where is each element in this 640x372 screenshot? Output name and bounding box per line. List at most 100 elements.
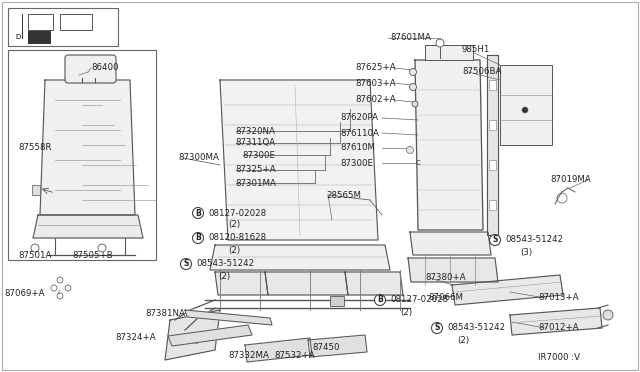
Text: B: B — [377, 295, 383, 305]
Text: 985H1: 985H1 — [462, 45, 490, 55]
Text: 87610M: 87610M — [340, 144, 375, 153]
Text: 87381NA: 87381NA — [145, 310, 185, 318]
Text: 87066M: 87066M — [428, 294, 463, 302]
Text: 87300E: 87300E — [340, 158, 373, 167]
Bar — [8, 8, 118, 46]
Text: 08127-02028: 08127-02028 — [390, 295, 448, 305]
Text: 87332MA: 87332MA — [228, 352, 269, 360]
Text: 87311QA: 87311QA — [235, 138, 275, 148]
Polygon shape — [185, 310, 272, 325]
Circle shape — [193, 232, 204, 244]
Text: 87380+A: 87380+A — [425, 273, 466, 282]
Text: 87620PA: 87620PA — [340, 113, 378, 122]
Circle shape — [522, 107, 528, 113]
Text: 87019MA: 87019MA — [550, 176, 591, 185]
Bar — [185, 335, 197, 343]
Circle shape — [406, 147, 413, 154]
Bar — [32, 185, 40, 195]
Text: 87325+A: 87325+A — [235, 166, 276, 174]
Bar — [489, 160, 496, 170]
Polygon shape — [245, 338, 312, 362]
Text: (2): (2) — [218, 272, 230, 280]
Text: 87450: 87450 — [312, 343, 339, 353]
Circle shape — [412, 101, 418, 107]
Text: 08543-51242: 08543-51242 — [196, 260, 254, 269]
Text: 87300MA: 87300MA — [178, 154, 219, 163]
Polygon shape — [165, 310, 220, 360]
Text: 08543-51242: 08543-51242 — [447, 324, 505, 333]
Text: 87013+A: 87013+A — [538, 294, 579, 302]
Text: 87603+A: 87603+A — [355, 78, 396, 87]
Text: (3): (3) — [520, 247, 532, 257]
Polygon shape — [510, 308, 602, 335]
Text: S: S — [183, 260, 189, 269]
Text: S: S — [492, 235, 498, 244]
Text: 08120-81628: 08120-81628 — [208, 234, 266, 243]
Polygon shape — [215, 272, 268, 295]
Text: IR7000 :V: IR7000 :V — [538, 353, 580, 362]
Text: 08543-51242: 08543-51242 — [505, 235, 563, 244]
Polygon shape — [168, 325, 252, 346]
Circle shape — [374, 295, 385, 305]
Bar — [489, 200, 496, 210]
Polygon shape — [308, 335, 367, 357]
Circle shape — [193, 208, 204, 218]
Bar — [330, 296, 344, 306]
Polygon shape — [33, 215, 143, 238]
Text: 87012+A: 87012+A — [538, 324, 579, 333]
Bar — [489, 80, 496, 90]
Text: 87625+A: 87625+A — [355, 64, 396, 73]
Text: 87301MA: 87301MA — [235, 179, 276, 187]
Polygon shape — [210, 245, 390, 270]
Bar — [60, 14, 92, 30]
Circle shape — [98, 244, 106, 252]
Polygon shape — [220, 80, 378, 240]
Text: 08127-02028: 08127-02028 — [208, 208, 266, 218]
Circle shape — [603, 310, 613, 320]
Text: 876110A: 876110A — [340, 128, 379, 138]
Bar — [500, 65, 552, 145]
Text: 28565M: 28565M — [326, 190, 361, 199]
Bar — [489, 120, 496, 130]
Text: B: B — [195, 234, 201, 243]
Circle shape — [436, 39, 444, 47]
FancyBboxPatch shape — [65, 55, 116, 83]
Bar — [28, 31, 50, 43]
Text: 87506BA: 87506BA — [462, 67, 501, 77]
Circle shape — [431, 323, 442, 334]
Text: 87324+A: 87324+A — [115, 334, 156, 343]
Text: B: B — [195, 208, 201, 218]
Polygon shape — [415, 60, 483, 230]
Polygon shape — [265, 272, 348, 295]
Text: 87320NA: 87320NA — [235, 126, 275, 135]
Bar — [8, 50, 156, 260]
Text: (2): (2) — [400, 308, 412, 317]
Polygon shape — [40, 80, 135, 215]
Polygon shape — [487, 55, 498, 235]
Polygon shape — [345, 272, 403, 295]
Text: (2): (2) — [457, 337, 469, 346]
Circle shape — [410, 68, 417, 76]
Text: D: D — [15, 34, 20, 40]
Text: (2): (2) — [228, 246, 240, 254]
Text: 87532+A: 87532+A — [274, 352, 315, 360]
Bar — [425, 45, 473, 60]
Polygon shape — [452, 275, 563, 305]
Polygon shape — [410, 232, 491, 255]
Text: 87501A: 87501A — [18, 250, 51, 260]
Text: 86400: 86400 — [91, 64, 118, 73]
Circle shape — [180, 259, 191, 269]
Circle shape — [490, 234, 500, 246]
Text: 87505+B: 87505+B — [72, 250, 113, 260]
Text: 87602+A: 87602+A — [355, 96, 396, 105]
Text: C: C — [416, 160, 420, 166]
Text: 87558R: 87558R — [18, 144, 51, 153]
Polygon shape — [408, 258, 498, 282]
Circle shape — [410, 83, 417, 90]
Text: 87300E: 87300E — [242, 151, 275, 160]
Circle shape — [31, 244, 39, 252]
Text: (2): (2) — [228, 221, 240, 230]
Text: 87601MA: 87601MA — [390, 32, 431, 42]
Bar — [28, 14, 53, 30]
Text: 87069+A: 87069+A — [4, 289, 45, 298]
